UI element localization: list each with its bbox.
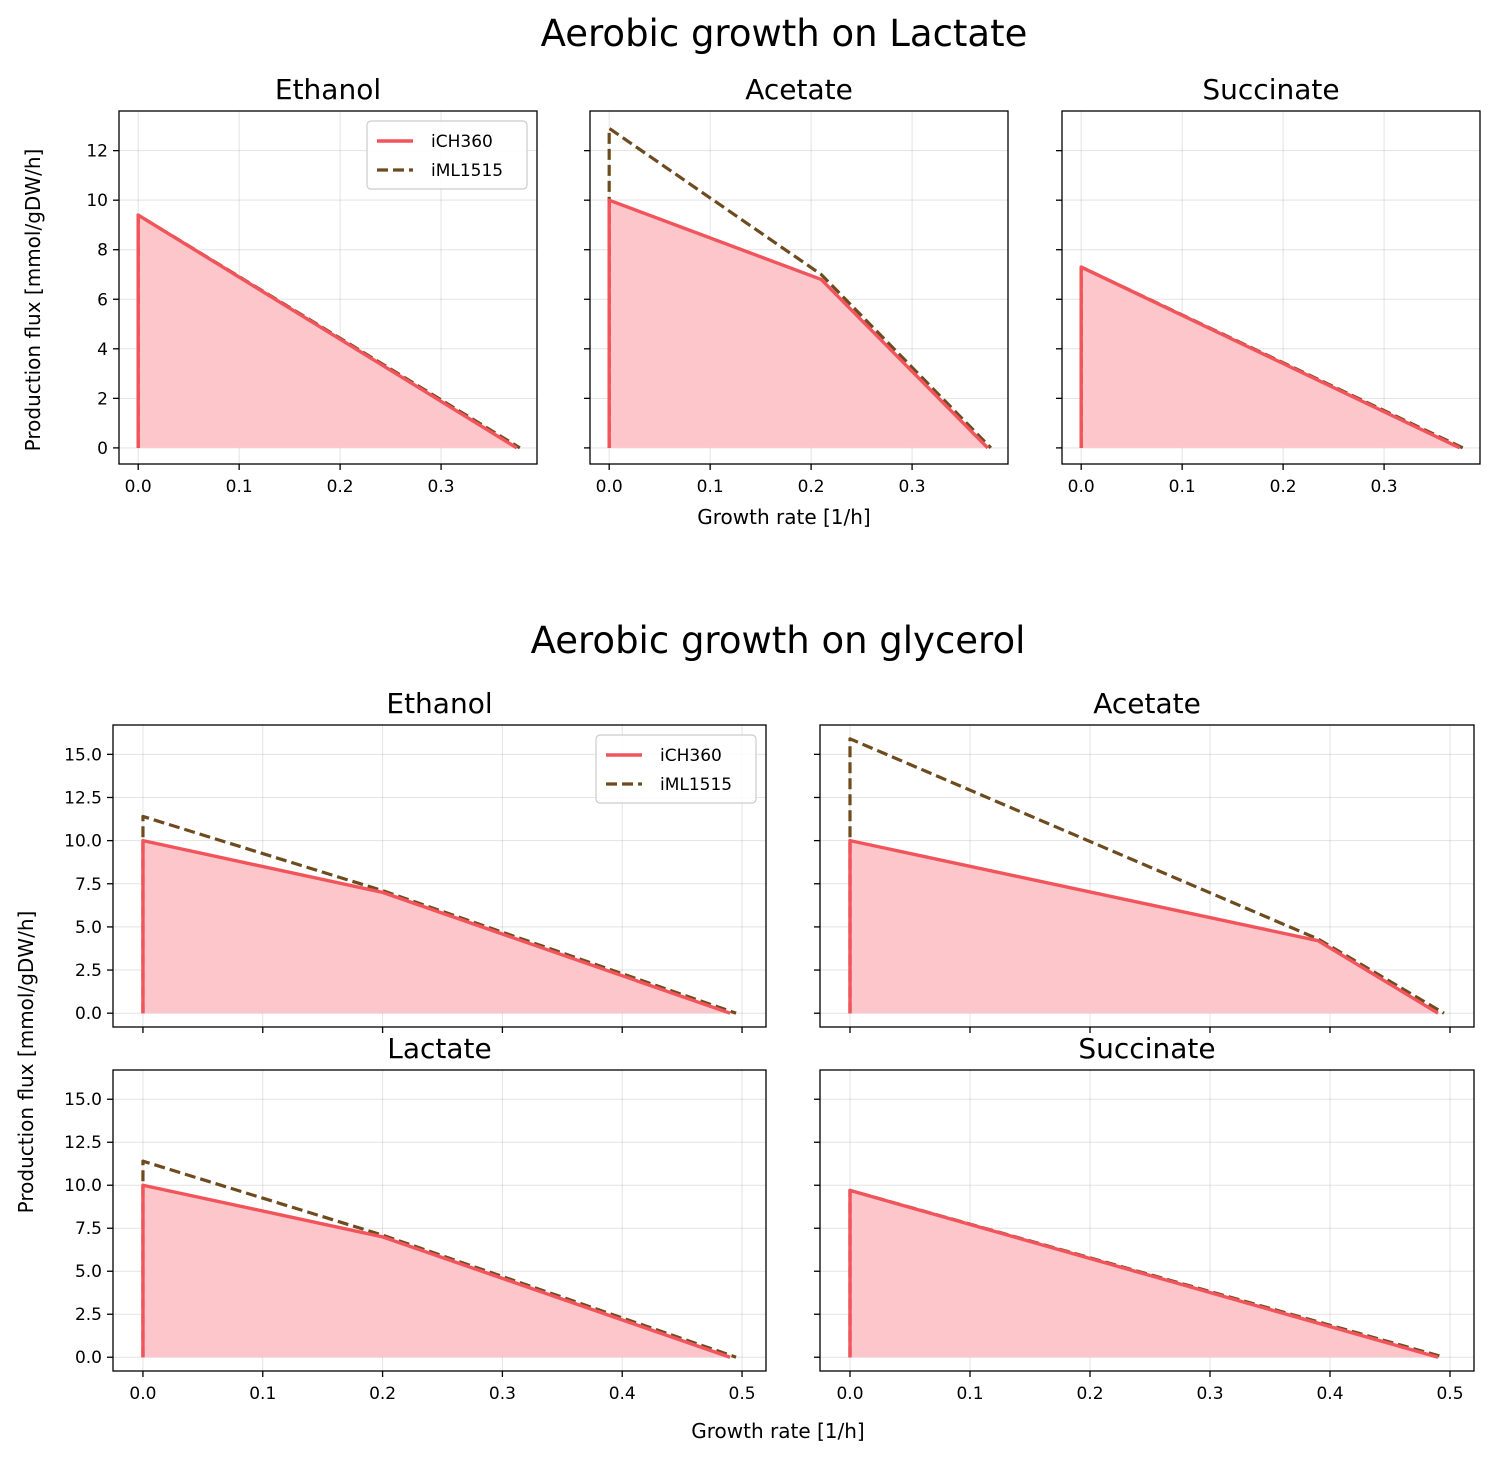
x-tick-label: 0.2 <box>1076 1384 1103 1404</box>
xlabel-glycerol: Growth rate [1/h] <box>691 1419 864 1443</box>
ich360-line <box>141 1183 731 1359</box>
suptitle-lactate: Aerobic growth on Lactate <box>541 12 1028 55</box>
panel-title: Lactate <box>387 1032 492 1065</box>
y-tick-label: 10.0 <box>64 832 102 852</box>
y-tick-label: 15.0 <box>64 1090 102 1110</box>
axes-frame <box>112 724 767 1028</box>
xlabel-lactate: Growth rate [1/h] <box>697 505 870 529</box>
ich360-fill-area <box>142 840 731 1014</box>
x-tick-label: 0.1 <box>226 477 253 497</box>
y-tick-label: 5.0 <box>75 1262 102 1282</box>
x-tick-label: 0.1 <box>1169 477 1196 497</box>
panel-3-succinate: Succinate 0.0 0.1 0.2 0.3 <box>1056 73 1481 497</box>
legend-box <box>366 120 528 190</box>
x-tick-label: 0.3 <box>1196 1384 1223 1404</box>
axes-frame <box>819 1069 1475 1372</box>
y-tick-label: 0.0 <box>75 1348 102 1368</box>
y-tick-label: 12.5 <box>64 1133 102 1153</box>
y-tick-label: 5.0 <box>75 918 102 938</box>
panel-title: Ethanol <box>275 73 381 106</box>
x-tick-label: 0.3 <box>1371 477 1398 497</box>
x-tick-label: 0.0 <box>836 1384 863 1404</box>
axes-frame <box>589 110 1009 465</box>
y-tick-label: 10.0 <box>64 1176 102 1196</box>
ich360-fill-area <box>142 1185 731 1358</box>
x-tick-label: 0.0 <box>596 477 623 497</box>
y-tick-label: 10 <box>86 191 108 211</box>
axes-frame <box>1061 110 1481 465</box>
x-tick-label: 0.4 <box>609 1384 636 1404</box>
ylabel-glycerol: Production flux [mmol/gDW/h] <box>14 911 38 1214</box>
y-tick-label: 0.0 <box>75 1004 102 1024</box>
x-tick-label: 0.5 <box>729 1384 756 1404</box>
ich360-line <box>141 838 731 1015</box>
axes-frame <box>819 724 1475 1028</box>
x-tick-label: 0.3 <box>489 1384 516 1404</box>
panel-title: Ethanol <box>386 687 492 720</box>
panel-title: Acetate <box>1093 687 1201 720</box>
y-tick-label: 15.0 <box>64 745 102 765</box>
panel-7-succinate: Succinate 0.0 0.1 0.2 0.3 0.4 0.5 <box>814 1032 1475 1404</box>
y-tick-label: 12.5 <box>64 788 102 808</box>
panel-1-ethanol: Ethanol 0.0 0.1 0.2 0.3 0 2 4 6 8 10 12 iCH360 iML151… <box>86 73 538 497</box>
y-tick-label: 0 <box>97 439 108 459</box>
x-tick-label: 0.1 <box>956 1384 983 1404</box>
ich360-line <box>1079 265 1461 450</box>
legend: iCH360 iML1515 <box>595 734 757 804</box>
suptitle-glycerol: Aerobic growth on glycerol <box>531 619 1026 662</box>
panel-title: Succinate <box>1078 1032 1215 1065</box>
x-tick-label: 0.1 <box>249 1384 276 1404</box>
ich360-line <box>848 1188 1439 1359</box>
legend: iCH360 iML1515 <box>366 120 528 190</box>
legend-ich360-label: iCH360 <box>431 132 493 152</box>
legend-iml1515-label: iML1515 <box>431 161 503 181</box>
x-tick-label: 0.3 <box>428 477 455 497</box>
panel-4-ethanol: Ethanol 0.0 2.5 5.0 7.5 10.0 12.5 15.0 iCH360 iML… <box>64 687 767 1033</box>
panel-title: Succinate <box>1202 73 1339 106</box>
x-tick-label: 0.2 <box>798 477 825 497</box>
ylabel-lactate: Production flux [mmol/gDW/h] <box>21 149 45 452</box>
panel-title: Acetate <box>745 73 853 106</box>
x-tick-label: 0.4 <box>1316 1384 1343 1404</box>
chart-panels: Ethanol 0.0 0.1 0.2 0.3 0 2 4 6 8 10 12 iCH360 iML151… <box>64 73 1481 1404</box>
x-tick-label: 0.2 <box>1270 477 1297 497</box>
x-tick-label: 0.2 <box>369 1384 396 1404</box>
x-tick-label: 0.1 <box>697 477 724 497</box>
x-tick-label: 0.5 <box>1436 1384 1463 1404</box>
axes-frame <box>112 1069 767 1372</box>
y-tick-label: 7.5 <box>75 1219 102 1239</box>
y-tick-label: 2.5 <box>75 1305 102 1325</box>
iml1515-line <box>607 126 992 450</box>
y-tick-label: 2 <box>97 389 108 409</box>
x-tick-label: 0.0 <box>1068 477 1095 497</box>
panel-5-acetate: Acetate <box>814 687 1475 1033</box>
y-tick-label: 2.5 <box>75 961 102 981</box>
legend-box <box>595 734 757 804</box>
legend-ich360-label: iCH360 <box>660 746 722 766</box>
panel-6-lactate: Lactate 0.0 0.1 0.2 0.3 0.4 0.5 0.0 2.5 5.0 7.5 10.… <box>64 1032 767 1404</box>
ich360-line <box>136 213 518 450</box>
y-tick-label: 8 <box>97 241 108 261</box>
ich360-line <box>848 838 1439 1015</box>
x-tick-label: 0.2 <box>327 477 354 497</box>
y-tick-label: 4 <box>97 340 108 360</box>
x-tick-label: 0.3 <box>899 477 926 497</box>
ich360-fill-area <box>609 200 988 448</box>
x-tick-label: 0.0 <box>125 477 152 497</box>
panel-2-acetate: Acetate 0.0 0.1 0.2 0.3 <box>584 73 1009 497</box>
y-tick-label: 12 <box>86 142 108 162</box>
axes-frame <box>118 110 538 465</box>
x-tick-label: 0.0 <box>129 1384 156 1404</box>
y-tick-label: 6 <box>97 290 108 310</box>
ich360-line <box>607 198 990 450</box>
legend-iml1515-label: iML1515 <box>660 775 732 795</box>
ich360-fill-area <box>850 840 1438 1014</box>
y-tick-label: 7.5 <box>75 875 102 895</box>
